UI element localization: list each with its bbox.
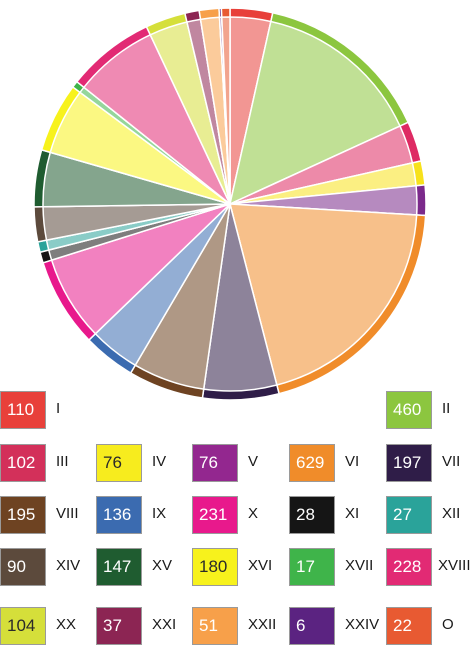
pie-slice-6 <box>201 203 281 400</box>
legend-label: X <box>248 505 259 522</box>
legend-label: XV <box>152 557 173 574</box>
legend-swatch: 180 <box>192 548 238 586</box>
legend-label: VIII <box>56 505 79 522</box>
legend-label: VII <box>442 453 461 470</box>
legend-swatch: 460 <box>386 391 432 429</box>
legend-swatch: 629 <box>289 444 335 482</box>
pie-slice-21 <box>220 7 231 205</box>
legend-label: XIV <box>56 557 81 574</box>
legend-swatch: 102 <box>0 444 46 482</box>
legend-swatch: 136 <box>96 496 142 534</box>
legend-label: XVIII <box>438 557 471 574</box>
pie-slice-7 <box>129 203 231 399</box>
legend-swatch: 231 <box>192 496 238 534</box>
legend-swatch: 90 <box>0 548 46 586</box>
legend-swatch: 27 <box>386 496 432 534</box>
legend-swatch: 6 <box>289 607 335 645</box>
legend-swatch: 195 <box>0 496 46 534</box>
legend-swatch: 37 <box>96 607 142 645</box>
legend-label: II <box>442 400 451 417</box>
pie-slice-5 <box>229 203 427 395</box>
legend-label: XXI <box>152 616 177 633</box>
pie-slice-9 <box>42 203 231 342</box>
legend-swatch: 28 <box>289 496 335 534</box>
legend-label: XII <box>442 505 461 522</box>
legend-swatch: 76 <box>96 444 142 482</box>
legend-swatch: 17 <box>289 548 335 586</box>
legend-swatch: 51 <box>192 607 238 645</box>
legend-label: V <box>248 453 259 470</box>
pie-chart <box>33 7 427 400</box>
legend-label: III <box>56 453 69 470</box>
legend-label: IX <box>152 505 167 522</box>
pie-slice-1 <box>228 11 410 206</box>
legend-label: XX <box>56 616 77 633</box>
legend-label: IV <box>152 453 167 470</box>
legend-swatch: 228 <box>386 548 432 586</box>
legend-label: VI <box>345 453 360 470</box>
legend-swatch: 147 <box>96 548 142 586</box>
legend-swatch: 104 <box>0 607 46 645</box>
legend-swatch: 197 <box>386 444 432 482</box>
legend-swatch: 76 <box>192 444 238 482</box>
legend-swatch: 110 <box>0 391 46 429</box>
legend-label: XXIV <box>345 616 380 633</box>
legend-label: XI <box>345 505 360 522</box>
legend-label: O <box>442 616 454 633</box>
legend-label: XXII <box>248 616 277 633</box>
legend-swatch: 22 <box>386 607 432 645</box>
pie-slice-13 <box>33 148 231 208</box>
legend-label: XVI <box>248 557 273 574</box>
legend-label: XVII <box>345 557 374 574</box>
legend-label: I <box>56 400 61 417</box>
